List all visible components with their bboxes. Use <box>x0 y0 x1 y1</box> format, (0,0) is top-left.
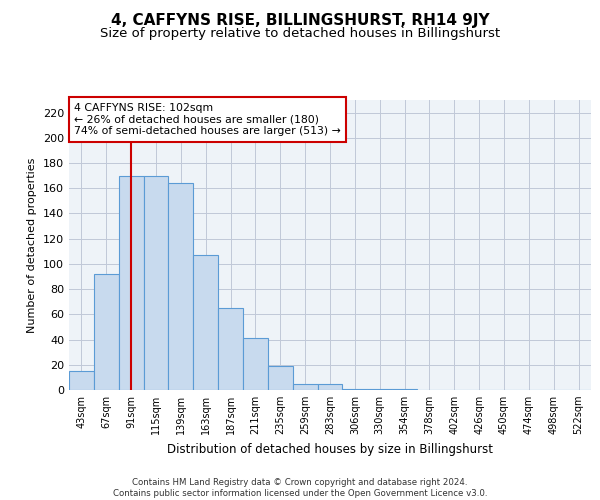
Bar <box>218 308 243 390</box>
Bar <box>343 388 367 390</box>
Bar <box>317 384 343 390</box>
Bar <box>169 183 193 390</box>
Text: 4, CAFFYNS RISE, BILLINGSHURST, RH14 9JY: 4, CAFFYNS RISE, BILLINGSHURST, RH14 9JY <box>110 12 490 28</box>
Text: Size of property relative to detached houses in Billingshurst: Size of property relative to detached ho… <box>100 28 500 40</box>
Bar <box>367 388 392 390</box>
Y-axis label: Number of detached properties: Number of detached properties <box>28 158 37 332</box>
Bar <box>143 176 169 390</box>
Bar <box>193 255 218 390</box>
Bar <box>268 366 293 390</box>
Text: 4 CAFFYNS RISE: 102sqm
← 26% of detached houses are smaller (180)
74% of semi-de: 4 CAFFYNS RISE: 102sqm ← 26% of detached… <box>74 103 341 136</box>
Bar <box>392 388 417 390</box>
Bar <box>69 371 94 390</box>
Bar <box>243 338 268 390</box>
Bar <box>94 274 119 390</box>
Text: Contains HM Land Registry data © Crown copyright and database right 2024.
Contai: Contains HM Land Registry data © Crown c… <box>113 478 487 498</box>
Bar <box>293 384 317 390</box>
X-axis label: Distribution of detached houses by size in Billingshurst: Distribution of detached houses by size … <box>167 442 493 456</box>
Bar <box>119 176 143 390</box>
